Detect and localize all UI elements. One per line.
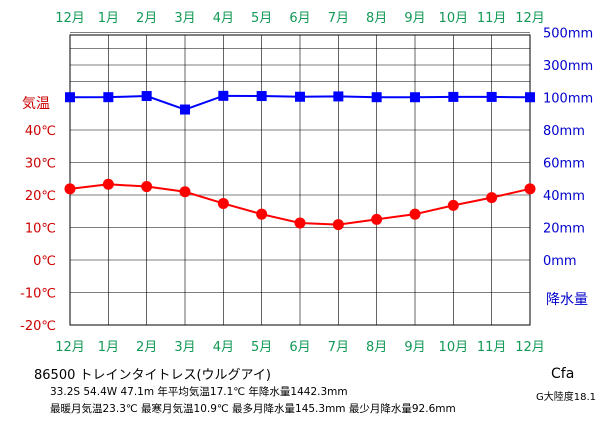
precipitation-point: [371, 92, 382, 103]
temperature-tick-label: 40℃: [25, 124, 56, 139]
month-label: 12月: [55, 340, 85, 355]
precipitation-point: [141, 91, 152, 102]
temperature-axis-title: 気温: [22, 96, 50, 112]
precipitation-tick-label: 0mm: [543, 254, 577, 269]
month-label: 6月: [289, 340, 310, 355]
temperature-tick-label: 10℃: [25, 222, 56, 237]
precipitation-axis-title: 降水量: [546, 292, 588, 308]
precipitation-point: [256, 91, 267, 102]
month-label: 2月: [136, 11, 157, 26]
precipitation-point: [65, 92, 75, 103]
month-label: 12月: [515, 11, 545, 26]
precipitation-tick-label: 300mm: [543, 59, 593, 74]
grid-lines: [69, 32, 531, 326]
temperature-point: [294, 217, 306, 229]
temperature-point: [332, 219, 344, 231]
precipitation-tick-label: 20mm: [543, 222, 585, 237]
precipitation-tick-label: 80mm: [543, 124, 585, 139]
month-label: 7月: [328, 340, 349, 355]
temperature-tick-label: -20℃: [20, 319, 56, 334]
month-label: 11月: [477, 340, 507, 355]
month-labels-bottom: 12月 1月 2月 3月 4月 5月 6月 7月 8月 9月 10月 11月 12月: [55, 340, 545, 355]
precipitation-tick-label: 100mm: [543, 92, 593, 107]
temperature-point: [102, 178, 114, 190]
precipitation-point: [180, 104, 190, 115]
temperature-point: [141, 181, 153, 193]
month-label: 4月: [213, 340, 234, 355]
temperature-point: [524, 183, 536, 195]
temperature-point: [217, 197, 229, 209]
precipitation-tick-label: 500mm: [543, 27, 593, 42]
continentality-index: G大陸度18.1: [536, 392, 597, 403]
station-name: 86500 トレインタイトレス(ウルグアイ): [34, 368, 271, 383]
precipitation-point: [448, 91, 459, 102]
precipitation-point: [103, 92, 114, 103]
month-label: 1月: [98, 340, 119, 355]
temperature-point: [486, 192, 498, 204]
temperature-axis: 気温 40℃ 30℃ 20℃ 10℃ 0℃ -10℃ -20℃: [20, 96, 56, 334]
temperature-point: [447, 199, 459, 211]
precipitation-series: [65, 90, 535, 115]
month-label: 1月: [98, 11, 119, 26]
month-label: 2月: [136, 340, 157, 355]
month-label: 9月: [404, 340, 425, 355]
temperature-point: [64, 183, 76, 195]
precipitation-axis: 500mm 300mm 100mm 80mm 60mm 40mm 20mm 0mm 降水量: [543, 27, 593, 309]
precipitation-point: [486, 91, 497, 102]
station-summary: 33.2S 54.4W 47.1m 年平均気温17.1℃ 年降水量1442.3m…: [50, 386, 348, 398]
temperature-tick-label: 0℃: [33, 254, 56, 269]
climate-code: Cfa: [551, 366, 575, 382]
month-label: 3月: [174, 340, 195, 355]
precipitation-point: [218, 90, 229, 101]
month-label: 4月: [213, 11, 234, 26]
precipitation-tick-label: 40mm: [543, 189, 585, 204]
month-label: 12月: [515, 340, 545, 355]
month-label: 10月: [439, 340, 469, 355]
temperature-point: [409, 208, 421, 220]
precipitation-point: [525, 92, 535, 103]
precipitation-tick-label: 60mm: [543, 157, 585, 172]
month-labels-top: 12月 1月 2月 3月 4月 5月 6月 7月 8月 9月 10月 11月 12月: [55, 11, 545, 26]
month-label: 8月: [366, 11, 387, 26]
station-extremes: 最暖月気温23.3℃ 最寒月気温10.9℃ 最多月降水量145.3mm 最少月降…: [50, 403, 456, 415]
temperature-series: [64, 178, 536, 231]
month-label: 9月: [404, 11, 425, 26]
temperature-point: [256, 208, 268, 220]
precipitation-point: [410, 92, 420, 103]
month-label: 5月: [251, 11, 272, 26]
month-label: 3月: [174, 11, 195, 26]
precipitation-point: [333, 91, 344, 102]
month-label: 10月: [439, 11, 469, 26]
temperature-tick-label: -10℃: [20, 287, 56, 302]
temperature-point: [179, 186, 191, 198]
month-label: 7月: [328, 11, 349, 26]
precipitation-point: [295, 91, 305, 102]
month-label: 5月: [251, 340, 272, 355]
month-label: 11月: [477, 11, 507, 26]
month-label: 6月: [289, 11, 310, 26]
month-label: 12月: [55, 11, 85, 26]
temperature-point: [371, 213, 383, 225]
month-label: 8月: [366, 340, 387, 355]
temperature-tick-label: 30℃: [25, 157, 56, 172]
temperature-tick-label: 20℃: [25, 189, 56, 204]
